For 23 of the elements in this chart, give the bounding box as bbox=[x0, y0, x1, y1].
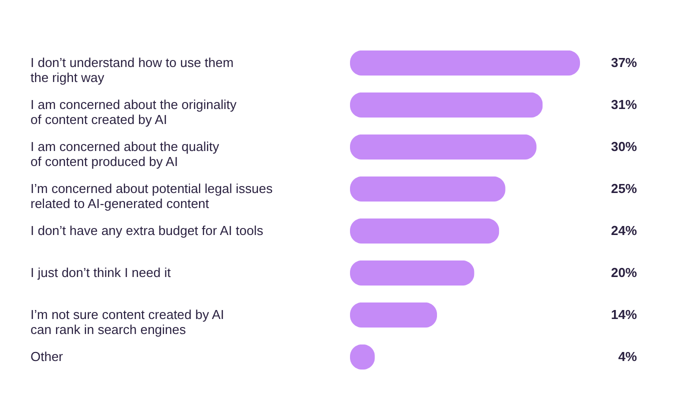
y-tick-label: I am concerned about the originality of content created by AI bbox=[30, 97, 237, 127]
y-tick-label: I don’t have any extra budget for AI tools bbox=[30, 223, 264, 238]
data-label: 37% bbox=[610, 55, 638, 70]
data-label: 4% bbox=[618, 349, 638, 364]
data-label: 20% bbox=[610, 265, 638, 280]
bar bbox=[350, 260, 474, 286]
data-label: 31% bbox=[610, 97, 638, 112]
y-tick-label: I’m not sure content created by AI can rank in search engines bbox=[30, 307, 224, 337]
bar bbox=[350, 218, 500, 244]
bar bbox=[350, 134, 536, 160]
y-tick-label: I’m concerned about potential legal issues related to AI-generated content bbox=[30, 181, 274, 211]
data-label: 30% bbox=[610, 139, 638, 154]
data-label: 25% bbox=[610, 181, 638, 196]
y-tick-label: Other bbox=[30, 349, 64, 364]
bar bbox=[350, 92, 543, 118]
bar bbox=[350, 176, 506, 202]
y-tick-label: I don’t understand how to use them the right way bbox=[30, 55, 234, 85]
bar bbox=[350, 50, 580, 76]
data-label: 24% bbox=[610, 223, 638, 238]
y-tick-label: I just don’t think I need it bbox=[30, 265, 172, 280]
y-tick-label: I am concerned about the quality of content produced by AI bbox=[30, 139, 220, 169]
bar bbox=[350, 302, 438, 328]
data-label: 14% bbox=[610, 307, 638, 322]
